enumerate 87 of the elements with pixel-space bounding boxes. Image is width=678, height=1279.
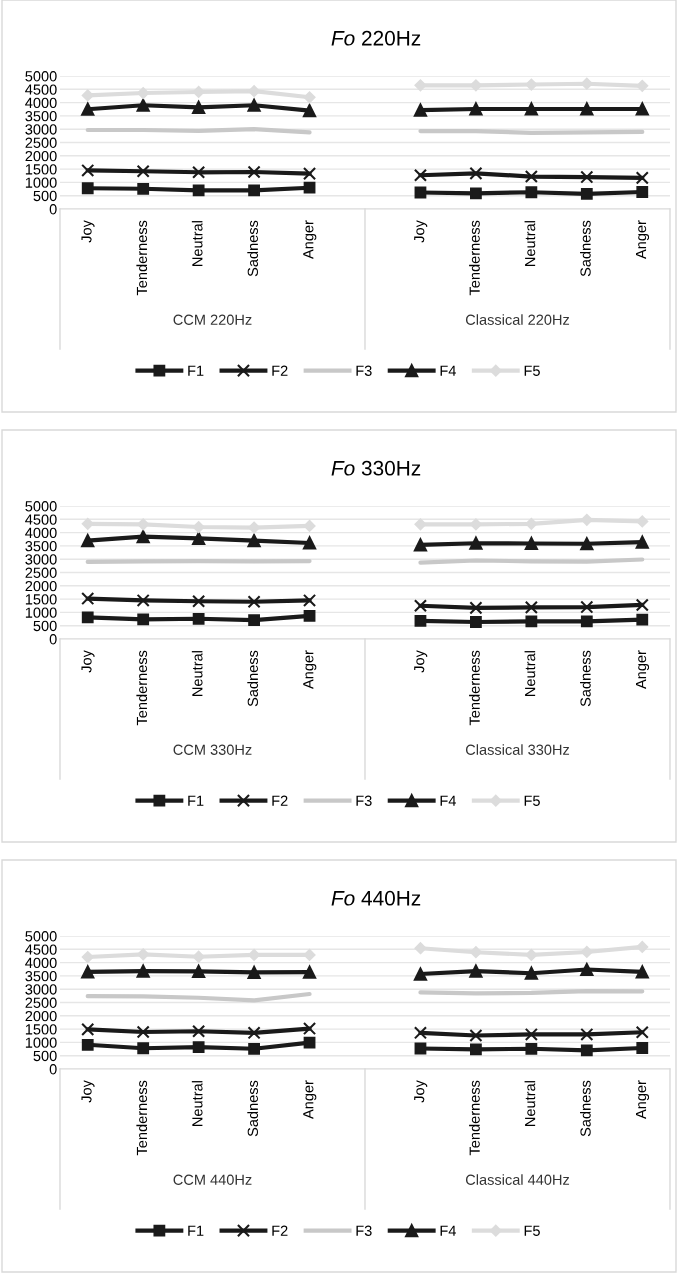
legend-label: F2 [272,795,288,806]
x-tick-label: Tenderness [469,220,480,296]
x-tick-label: Sadness [580,650,591,707]
y-tick-label: 1000 [25,1037,57,1048]
x-tick-label: Neutral [191,1081,203,1126]
x-tick-label: Joy [81,220,95,243]
x-tick-label: Sadness [580,1080,591,1137]
y-tick-label: 3000 [25,554,57,565]
legend-label: F3 [356,365,372,376]
x-tick-label: Tenderness [469,1080,480,1156]
x-tick-label: Sadness [247,1080,259,1137]
text: Classical 220Hz [465,314,570,325]
y-tick-label: 1500 [25,164,57,175]
x-tick-label: Sadness [247,650,259,707]
y-tick-label: 5000 [25,931,57,942]
legend-label: F4 [440,795,456,806]
x-tick-label: Sadness [580,220,591,277]
legend-label: F4 [440,1225,456,1236]
legend-label: F3 [356,795,372,806]
y-tick-label: 3500 [25,111,57,122]
x-tick-label: Neutral [191,651,203,696]
y-tick-label: 1000 [25,177,57,188]
text: Classical 330Hz [465,744,570,755]
x-tick-label: Neutral [524,221,536,266]
legend-label: F3 [356,1225,372,1236]
x-tick-label: Neutral [524,1081,536,1126]
x-tick-label: Tenderness [136,1080,148,1156]
x-tick-label: Joy [81,1080,95,1103]
y-tick-label: 3500 [25,541,57,552]
y-tick-label: 4500 [25,84,57,95]
x-tick-label: Joy [81,650,95,673]
x-tick-label: Sadness [247,220,259,277]
y-tick-label: 2500 [25,567,57,578]
y-tick-label: 1500 [25,594,57,605]
text: Classical 440Hz [465,1174,570,1185]
y-tick-label: 1500 [25,1024,57,1035]
legend-label: F2 [272,365,288,376]
y-tick-label: 2000 [25,1010,57,1022]
y-tick-label: 4000 [25,957,57,969]
y-tick-label: 0 [49,204,57,215]
y-tick-label: 3500 [25,971,57,982]
legend-label: F4 [440,365,456,376]
y-tick-label: 4500 [25,514,57,525]
x-tick-label: Anger [636,220,650,259]
x-tick-label: Neutral [524,651,536,696]
y-tick-label: 500 [33,190,57,202]
y-tick-label: 4000 [25,97,57,109]
y-tick-label: 4000 [25,527,57,539]
legend-label: F1 [188,795,204,806]
y-tick-label: 3000 [25,984,57,995]
y-tick-label: 0 [49,1064,57,1075]
y-tick-label: 1000 [25,607,57,618]
legend-label: F5 [524,1225,540,1236]
x-tick-label: Tenderness [469,650,480,726]
legend-label: F5 [524,365,540,376]
x-tick-label: Anger [636,650,650,689]
chart-title: Fo 330Hz [331,460,421,476]
x-tick-label: Anger [636,1080,650,1119]
y-tick-label: 2000 [25,150,57,162]
legend-label: F1 [188,365,204,376]
legend-label: F5 [524,795,540,806]
chart-title: Fo 440Hz [331,890,421,906]
y-tick-label: 2000 [25,580,57,592]
x-tick-label: Joy [414,1080,428,1103]
x-tick-label: Tenderness [136,220,148,296]
y-tick-label: 5000 [25,501,57,512]
text: CCM 330Hz [173,744,252,755]
y-tick-label: 2500 [25,137,57,148]
x-tick-label: Joy [414,220,428,243]
x-tick-label: Anger [303,650,317,689]
x-tick-label: Neutral [191,221,203,266]
y-tick-label: 3000 [25,124,57,135]
x-tick-label: Joy [414,650,428,673]
y-tick-label: 0 [49,634,57,645]
y-tick-label: 500 [33,1050,57,1062]
text: CCM 440Hz [173,1174,252,1185]
legend-label: F2 [272,1225,288,1236]
y-tick-label: 500 [33,620,57,632]
x-tick-label: Tenderness [136,650,148,726]
y-tick-label: 2500 [25,997,57,1008]
x-tick-label: Anger [303,220,317,259]
legend-label: F1 [188,1225,204,1236]
y-tick-label: 4500 [25,944,57,955]
chart-title: Fo 220Hz [331,30,421,46]
x-tick-label: Anger [303,1080,317,1119]
text: CCM 220Hz [173,314,252,325]
y-tick-label: 5000 [25,71,57,82]
